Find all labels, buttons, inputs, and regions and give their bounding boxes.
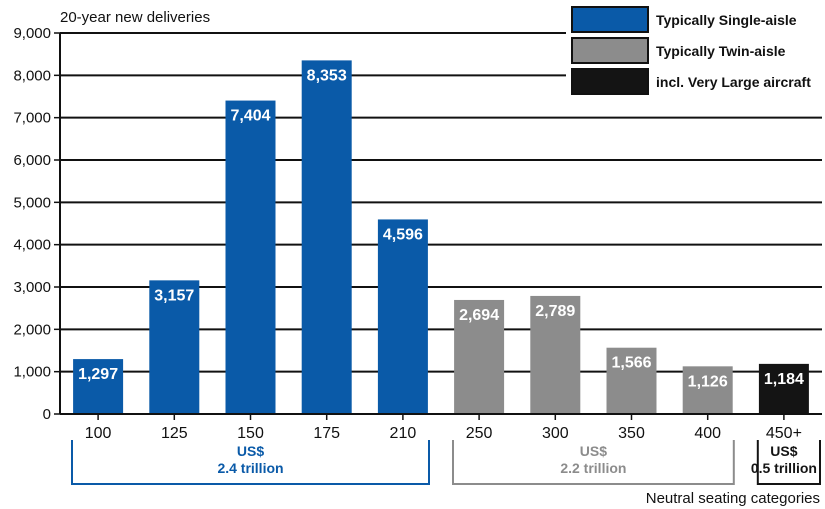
y-tick-label: 0: [43, 406, 51, 423]
y-tick-label: 4,000: [13, 237, 51, 254]
bar: [73, 359, 124, 414]
legend-swatch: [571, 6, 649, 33]
x-tick-label: 350: [618, 425, 645, 442]
group-label-currency: US$: [580, 443, 607, 459]
x-tick-label: 175: [313, 425, 340, 442]
bars: 1,297 3,157 7,404 8,353 4,596 2,694 2,789 1,566…: [73, 60, 809, 415]
bar-value-label: 1,297: [78, 366, 118, 383]
bar: [606, 347, 657, 414]
bar-value-label: 1,184: [764, 371, 804, 388]
legend-label: Typically Twin-aisle: [656, 43, 786, 59]
bar: [454, 299, 505, 414]
y-tick-label: 7,000: [13, 110, 51, 127]
group-bracket: [452, 440, 735, 485]
legend-label: incl. Very Large aircraft: [656, 74, 811, 90]
x-tick-label: 300: [542, 425, 569, 442]
y-tick-label: 2,000: [13, 321, 51, 338]
y-tick-label: 9,000: [13, 25, 51, 42]
legend-swatch: [571, 68, 649, 95]
y-tick-label: 6,000: [13, 152, 51, 169]
y-tick-label: 3,000: [13, 279, 51, 296]
bar-value-label: 8,353: [307, 67, 347, 84]
x-tick-label: 210: [390, 425, 417, 442]
bar: [530, 295, 581, 414]
bar-value-label: 4,596: [383, 226, 423, 243]
x-tick-label: 250: [466, 425, 493, 442]
bar-value-label: 2,694: [459, 307, 499, 324]
bar: [758, 363, 809, 414]
y-tick-label: 5,000: [13, 194, 51, 211]
x-tick-label: 400: [694, 425, 721, 442]
legend-label: Typically Single-aisle: [656, 12, 797, 28]
axes: 0 1,000 2,000 3,000 4,000 5,000 6,000 7,000 8,00…: [13, 25, 822, 442]
bar: [301, 60, 352, 414]
x-tick-label: 125: [161, 425, 188, 442]
group-label-currency: US$: [770, 443, 797, 459]
x-axis-title: Neutral seating categories: [646, 490, 820, 507]
group-bracket: [756, 440, 821, 485]
x-tick-label: 450+: [766, 425, 802, 442]
bar-value-label: 1,126: [688, 373, 728, 390]
bar-value-label: 2,789: [535, 303, 575, 320]
bar: [149, 280, 200, 414]
bar: [225, 100, 276, 415]
group-label-currency: US$: [237, 443, 264, 459]
y-tick-label: 8,000: [13, 67, 51, 84]
legend: Typically Single-aisle Typically Twin-ais…: [566, 3, 823, 98]
y-tick-label: 1,000: [13, 364, 51, 381]
group-label-value: 0.5 trillion: [751, 460, 817, 476]
x-tick-label: 100: [85, 425, 112, 442]
bar: [682, 366, 733, 414]
y-axis-title: 20-year new deliveries: [60, 9, 210, 26]
group-label-value: 2.4 trillion: [217, 460, 283, 476]
group-label-value: 2.2 trillion: [560, 460, 626, 476]
bar-value-label: 3,157: [154, 287, 194, 304]
x-tick-label: 150: [237, 425, 264, 442]
bar-value-label: 1,566: [611, 355, 651, 372]
bar: [377, 219, 428, 414]
bar-value-label: 7,404: [230, 108, 270, 125]
legend-swatch: [571, 37, 649, 64]
group-bracket: [71, 440, 430, 485]
